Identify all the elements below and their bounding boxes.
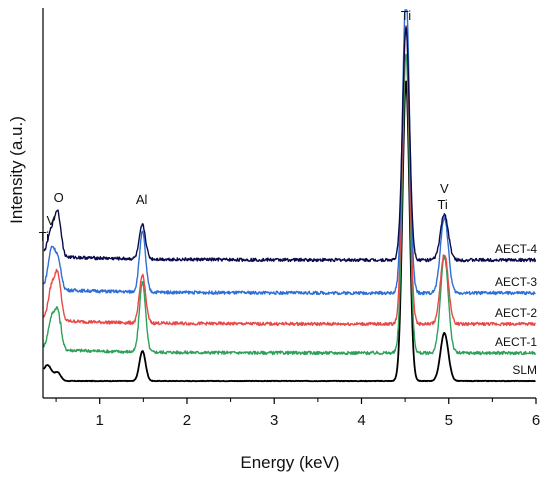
- x-tick-label: 1: [96, 412, 104, 429]
- peak-label-ti: Ti: [39, 229, 49, 244]
- series-label-aect-3: AECT-3: [495, 275, 537, 289]
- series-label-aect-4: AECT-4: [495, 242, 537, 256]
- spectrum-traces: [43, 9, 537, 383]
- x-tick-label: 4: [357, 412, 365, 429]
- series-label-aect-2: AECT-2: [495, 306, 537, 320]
- trace-slm: [43, 80, 536, 383]
- x-tick-label: 2: [183, 412, 191, 429]
- series-labels: SLM AECT-1 AECT-2 AECT-3 AECT-4: [495, 242, 537, 377]
- x-tick-label: 3: [270, 412, 278, 429]
- axes: [42, 8, 536, 399]
- peak-label-al: Al: [136, 192, 148, 207]
- series-label-aect-1: AECT-1: [495, 335, 537, 349]
- x-ticks: 1 2 3 4 5 6: [55, 398, 540, 429]
- y-axis-title: Intensity (a.u.): [7, 116, 26, 224]
- peak-label-ti: Ti: [401, 8, 411, 23]
- peak-label-v: V: [47, 213, 56, 228]
- x-tick-label: 6: [532, 412, 540, 429]
- trace-aect-2: [43, 24, 536, 327]
- trace-aect-4: [43, 26, 537, 263]
- peak-label-ti: Ti: [437, 197, 447, 212]
- series-label-slm: SLM: [512, 363, 537, 377]
- trace-aect-1: [43, 53, 537, 356]
- x-axis-title: Energy (keV): [240, 453, 339, 472]
- peak-label-v: V: [440, 181, 449, 196]
- x-tick-label: 5: [445, 412, 453, 429]
- peak-label-o: O: [54, 190, 64, 205]
- trace-aect-3: [43, 9, 536, 296]
